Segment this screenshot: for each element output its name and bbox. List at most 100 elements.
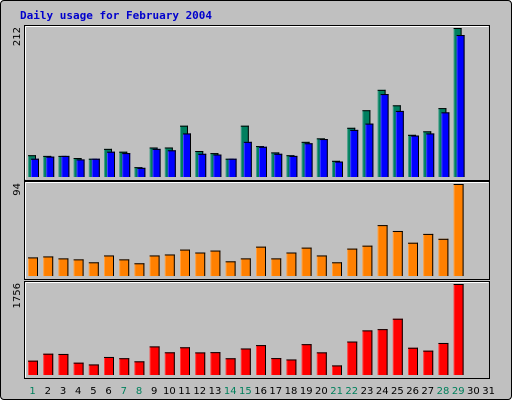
panel-hits-files-ymax-label: 212 xyxy=(12,27,23,46)
sites-bar-day-16 xyxy=(256,246,266,276)
sites-bar-day-26 xyxy=(408,242,418,276)
x-tick-label-day-22: 22 xyxy=(345,386,358,397)
files-bar-day-14 xyxy=(228,158,237,177)
sites-bar-day-10 xyxy=(164,254,175,276)
files-bar-day-29 xyxy=(456,35,465,177)
sites-bar-day-11 xyxy=(180,249,190,276)
x-tick-label-day-16: 16 xyxy=(254,386,267,397)
kbytes-bar-day-26 xyxy=(408,347,418,375)
sites-bar-day-4 xyxy=(73,259,84,276)
sites-bar-day-9 xyxy=(149,255,160,276)
files-bar-day-13 xyxy=(213,154,222,177)
files-bar-day-3 xyxy=(61,155,70,177)
files-bar-day-11 xyxy=(183,133,191,177)
files-bar-day-21 xyxy=(335,161,343,177)
files-bar-day-2 xyxy=(46,156,55,177)
files-bar-day-12 xyxy=(198,153,207,177)
sites-bar-day-17 xyxy=(271,258,282,276)
sites-bar-day-19 xyxy=(301,247,312,276)
files-bar-day-27 xyxy=(426,133,435,177)
sites-bar-day-18 xyxy=(286,252,297,276)
x-tick-label-day-30: 30 xyxy=(467,386,480,397)
sites-bar-day-21 xyxy=(332,262,342,276)
x-tick-label-day-24: 24 xyxy=(376,386,389,397)
chart-title: Daily usage for February 2004 xyxy=(20,9,213,22)
files-bar-day-8 xyxy=(137,167,146,177)
kbytes-bar-day-8 xyxy=(134,361,145,375)
files-bar-day-5 xyxy=(91,158,100,177)
x-tick-label-day-5: 5 xyxy=(90,386,96,397)
kbytes-bar-day-6 xyxy=(104,356,114,375)
kbytes-bar-day-18 xyxy=(286,359,297,375)
kbytes-bar-day-28 xyxy=(438,342,449,375)
kbytes-bar-day-7 xyxy=(119,358,130,375)
x-tick-label-day-7: 7 xyxy=(121,386,127,397)
files-bar-day-16 xyxy=(259,146,267,177)
kbytes-bar-day-12 xyxy=(195,352,206,375)
kbytes-bar-day-20 xyxy=(316,352,327,375)
kbytes-bar-day-2 xyxy=(43,353,54,375)
files-bar-day-4 xyxy=(76,159,85,177)
x-tick-label-day-11: 11 xyxy=(178,386,191,397)
files-bar-day-1 xyxy=(31,158,39,177)
sites-bar-day-1 xyxy=(28,257,38,276)
files-bar-day-9 xyxy=(152,148,161,177)
kbytes-bar-day-13 xyxy=(210,352,221,375)
kbytes-bar-day-14 xyxy=(225,358,236,375)
panel-hits-files-frame xyxy=(24,25,490,181)
panel-kbytes-frame xyxy=(24,281,490,379)
x-tick-label-day-17: 17 xyxy=(269,386,282,397)
sites-bar-day-29 xyxy=(453,184,464,276)
files-bar-day-18 xyxy=(289,155,298,177)
sites-bar-day-2 xyxy=(43,256,54,276)
sites-bar-day-7 xyxy=(119,259,130,276)
panel-sites-frame xyxy=(24,181,490,280)
sites-bar-day-13 xyxy=(210,250,221,276)
sites-bar-day-12 xyxy=(195,252,206,276)
files-bar-day-19 xyxy=(304,143,313,177)
x-tick-label-day-18: 18 xyxy=(285,386,298,397)
files-bar-day-10 xyxy=(167,150,176,177)
kbytes-bar-day-23 xyxy=(362,330,373,375)
x-tick-label-day-26: 26 xyxy=(406,386,419,397)
x-tick-label-day-28: 28 xyxy=(437,386,450,397)
files-bar-day-26 xyxy=(411,135,419,177)
sites-bar-day-28 xyxy=(438,238,449,276)
x-tick-label-day-8: 8 xyxy=(136,386,142,397)
kbytes-bar-day-4 xyxy=(73,362,84,375)
kbytes-bar-day-11 xyxy=(180,347,190,375)
x-tick-label-day-25: 25 xyxy=(391,386,404,397)
kbytes-bar-day-29 xyxy=(453,284,464,375)
files-bar-day-28 xyxy=(441,112,450,177)
x-tick-label-day-6: 6 xyxy=(105,386,111,397)
x-tick-label-day-9: 9 xyxy=(151,386,157,397)
x-tick-label-day-29: 29 xyxy=(452,386,465,397)
x-tick-label-day-27: 27 xyxy=(421,386,434,397)
sites-bar-day-24 xyxy=(377,225,388,276)
sites-bar-day-27 xyxy=(423,233,434,276)
panel-kbytes-ymax-label: 1756 xyxy=(12,283,23,308)
x-tick-label-day-2: 2 xyxy=(45,386,51,397)
x-tick-label-day-3: 3 xyxy=(60,386,66,397)
sites-bar-day-14 xyxy=(225,261,236,276)
kbytes-bar-day-27 xyxy=(423,350,434,375)
files-bar-day-23 xyxy=(365,123,374,177)
sites-bar-day-8 xyxy=(134,263,145,276)
x-tick-label-day-12: 12 xyxy=(193,386,206,397)
files-bar-day-6 xyxy=(107,151,115,177)
files-bar-day-24 xyxy=(380,94,389,177)
kbytes-bar-day-17 xyxy=(271,358,282,375)
sites-bar-day-22 xyxy=(347,248,358,276)
sites-bar-day-23 xyxy=(362,245,373,276)
x-tick-label-day-21: 21 xyxy=(330,386,343,397)
sites-bar-day-6 xyxy=(104,255,114,276)
files-bar-day-17 xyxy=(274,153,283,177)
x-tick-label-day-14: 14 xyxy=(224,386,237,397)
kbytes-bar-day-22 xyxy=(347,341,358,375)
files-bar-day-22 xyxy=(350,129,359,177)
kbytes-bar-day-10 xyxy=(164,352,175,375)
kbytes-bar-day-24 xyxy=(377,329,388,375)
x-tick-label-day-20: 20 xyxy=(315,386,328,397)
